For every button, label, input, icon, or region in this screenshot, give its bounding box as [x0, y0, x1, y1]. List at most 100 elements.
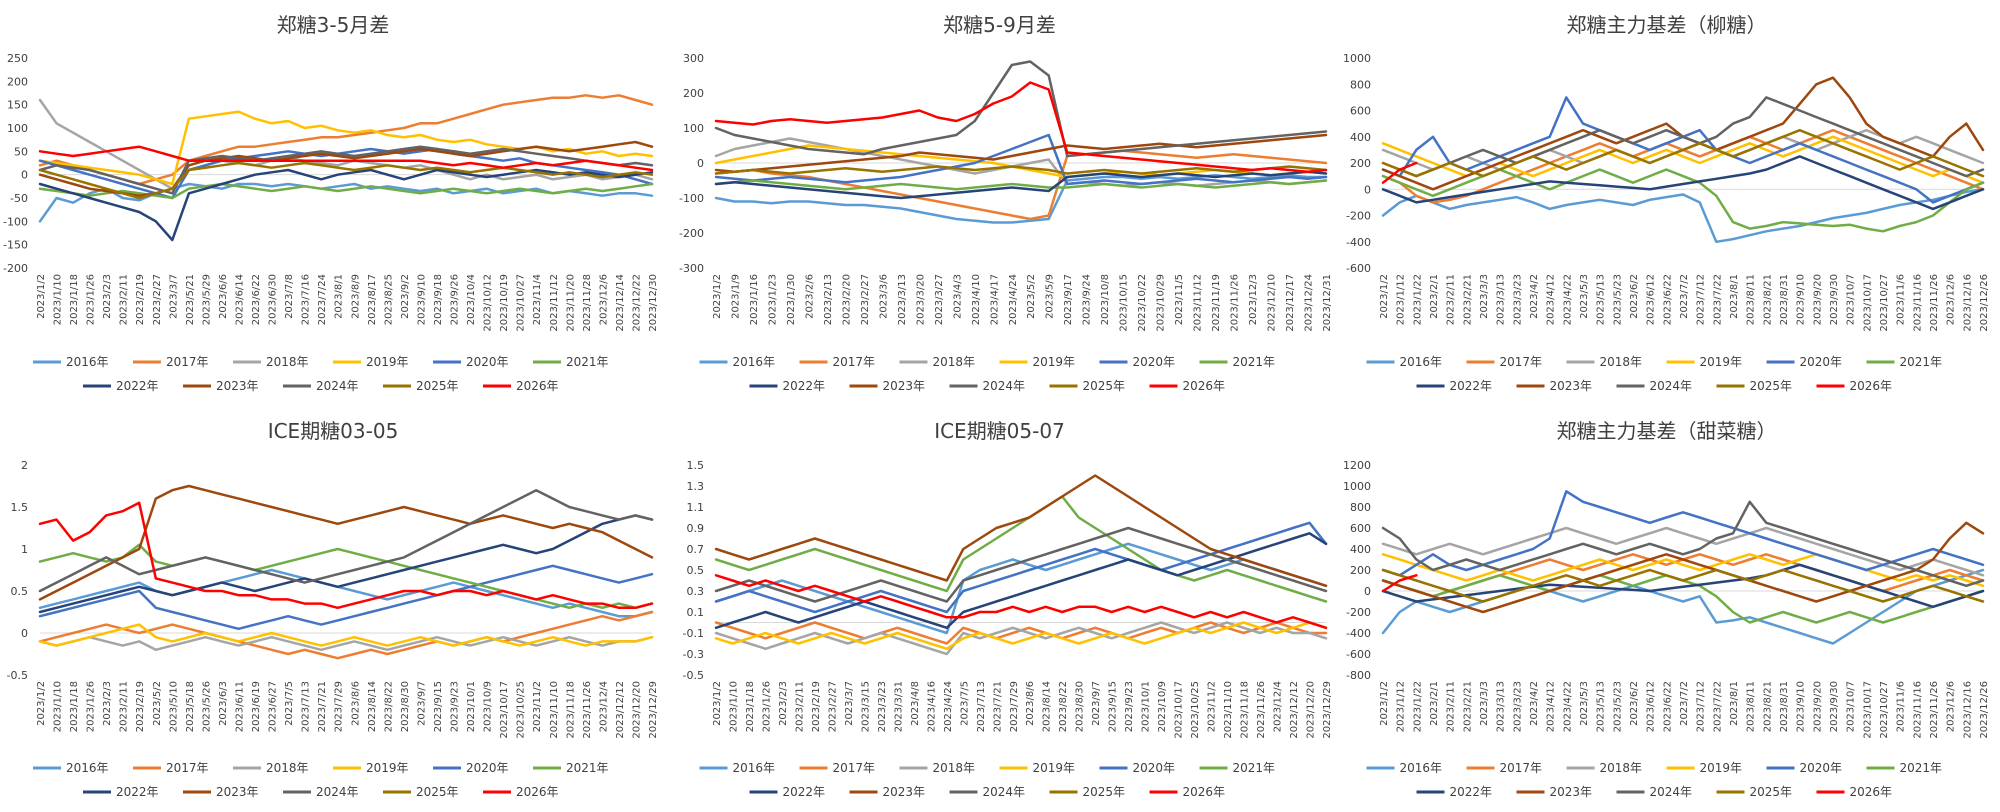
legend-item: 2025年 [1049, 379, 1125, 393]
series-line-2025年 [714, 165, 1328, 175]
legend-label: 2020年 [466, 355, 509, 369]
x-tick-label: 2023/1/2 [36, 274, 47, 319]
legend-item: 2016年 [1366, 761, 1442, 775]
series-line-2024年 [1381, 500, 1985, 588]
legend-item: 2020年 [1766, 355, 1842, 369]
x-tick-label: 2023/4/2 [1529, 274, 1540, 319]
x-tick-label: 2023/7/12 [1696, 681, 1707, 732]
series-line-2024年 [38, 145, 654, 195]
legend-label: 2016年 [733, 355, 776, 369]
x-tick-label: 2023/5/18 [185, 681, 196, 732]
x-tick-label: 2023/10/9 [1157, 681, 1168, 732]
legend-item: 2018年 [233, 761, 309, 775]
legend-item: 2023年 [183, 379, 259, 393]
chart-title: 郑糖3-5月差 [277, 13, 390, 37]
x-tick-label: 2023/2/3 [778, 681, 789, 726]
x-tick-label: 2023/10/17 [1174, 681, 1185, 739]
legend-item: 2021年 [1199, 355, 1275, 369]
x-tick-label: 2023/12/4 [598, 681, 609, 732]
x-tick-label: 2023/3/7 [168, 274, 179, 319]
legend-label: 2025年 [416, 379, 459, 393]
x-tick-label: 2023/2/27 [152, 274, 163, 325]
x-tick-label: 2023/4/10 [971, 274, 982, 325]
legend-label: 2026年 [1183, 785, 1226, 799]
x-tick-label: 2023/1/2 [36, 681, 47, 726]
x-tick-label: 2023/3/7 [844, 681, 855, 726]
y-tick-label: 0 [21, 169, 28, 182]
x-tick-label: 2023/6/12 [1646, 681, 1657, 732]
y-tick-label: 400 [1350, 131, 1371, 144]
x-tick-label: 2023/1/10 [53, 274, 64, 325]
legend-item: 2024年 [1616, 785, 1692, 799]
x-tick-label: 2023/12/4 [1273, 681, 1284, 732]
x-tick-label: 2023/8/17 [367, 274, 378, 325]
x-tick-label: 2023/9/7 [1091, 681, 1102, 726]
legend-item: 2019年 [999, 761, 1075, 775]
y-tick-label: -200 [1346, 210, 1371, 223]
x-tick-label: 2023/5/13 [1596, 274, 1607, 325]
y-tick-label: -600 [1346, 262, 1371, 275]
legend-item: 2020年 [1766, 761, 1842, 775]
x-tick-label: 2023/3/23 [877, 681, 888, 732]
series-line-2021年 [714, 495, 1328, 603]
legend-item: 2018年 [899, 761, 975, 775]
y-tick-label: 300 [683, 52, 704, 65]
series-line-2026年 [714, 574, 1328, 630]
x-tick-label: 2023/1/16 [749, 274, 760, 325]
x-tick-label: 2023/12/16 [1962, 274, 1973, 332]
x-tick-label: 2023/1/30 [786, 274, 797, 325]
y-tick-label: -0.5 [7, 669, 28, 682]
series-line-2023年 [38, 140, 654, 197]
series-line-2020年 [714, 133, 1328, 186]
x-tick-label: 2023/10/1 [466, 681, 477, 732]
y-tick-label: -400 [1346, 627, 1371, 640]
y-tick-label: -0.1 [683, 627, 704, 640]
x-tick-label: 2023/11/10 [1223, 681, 1234, 739]
x-tick-label: 2023/8/30 [1075, 681, 1086, 732]
x-tick-label: 2023/10/22 [1137, 274, 1148, 332]
legend-item: 2024年 [283, 785, 359, 799]
series-line-2022年 [38, 514, 654, 614]
legend-label: 2018年 [1600, 355, 1643, 369]
x-tick-label: 2023/8/1 [1729, 274, 1740, 319]
legend-item: 2019年 [1666, 761, 1742, 775]
x-tick-label: 2023/11/18 [565, 681, 576, 739]
series-line-2018年 [714, 621, 1328, 656]
legend-label: 2023年 [883, 379, 926, 393]
x-tick-label: 2023/7/5 [284, 681, 295, 726]
y-tick-label: 100 [7, 122, 28, 135]
x-tick-label: 2023/11/26 [1929, 274, 1940, 332]
legend-item: 2024年 [949, 785, 1025, 799]
legend-label: 2022年 [116, 785, 159, 799]
y-tick-label: 0.1 [687, 606, 705, 619]
y-tick-label: 1000 [1343, 480, 1371, 493]
legend-label: 2022年 [783, 785, 826, 799]
x-tick-label: 2023/1/18 [69, 681, 80, 732]
x-tick-label: 2023/11/26 [1256, 681, 1267, 739]
y-tick-label: -50 [10, 192, 28, 205]
x-tick-label: 2023/12/20 [1306, 681, 1317, 739]
legend-item: 2026年 [1816, 785, 1892, 799]
legend-item: 2018年 [1566, 761, 1643, 775]
series-line-2021年 [38, 182, 654, 200]
x-tick-label: 2023/11/6 [1896, 681, 1907, 732]
legend-item: 2021年 [1866, 761, 1942, 775]
legend-item: 2021年 [1199, 761, 1275, 775]
legend-label: 2024年 [316, 379, 359, 393]
x-tick-label: 2023/8/11 [1746, 274, 1757, 325]
x-tick-label: 2023/2/3 [102, 274, 113, 319]
x-tick-label: 2023/10/17 [1862, 274, 1873, 332]
x-tick-label: 2023/1/2 [1379, 274, 1390, 319]
x-tick-label: 2023/9/20 [1812, 274, 1823, 325]
x-tick-label: 2023/3/3 [1479, 274, 1490, 319]
y-tick-label: 1.3 [687, 480, 705, 493]
legend-label: 2018年 [1600, 761, 1643, 775]
legend-item: 2020年 [433, 761, 509, 775]
x-tick-label: 2023/2/27 [860, 274, 871, 325]
legend-label: 2019年 [366, 761, 409, 775]
y-tick-label: 0.9 [687, 522, 705, 535]
legend-label: 2024年 [316, 785, 359, 799]
x-tick-label: 2023/7/21 [317, 681, 328, 732]
series-line-2019年 [714, 621, 1328, 651]
x-tick-label: 2023/2/19 [135, 681, 146, 732]
